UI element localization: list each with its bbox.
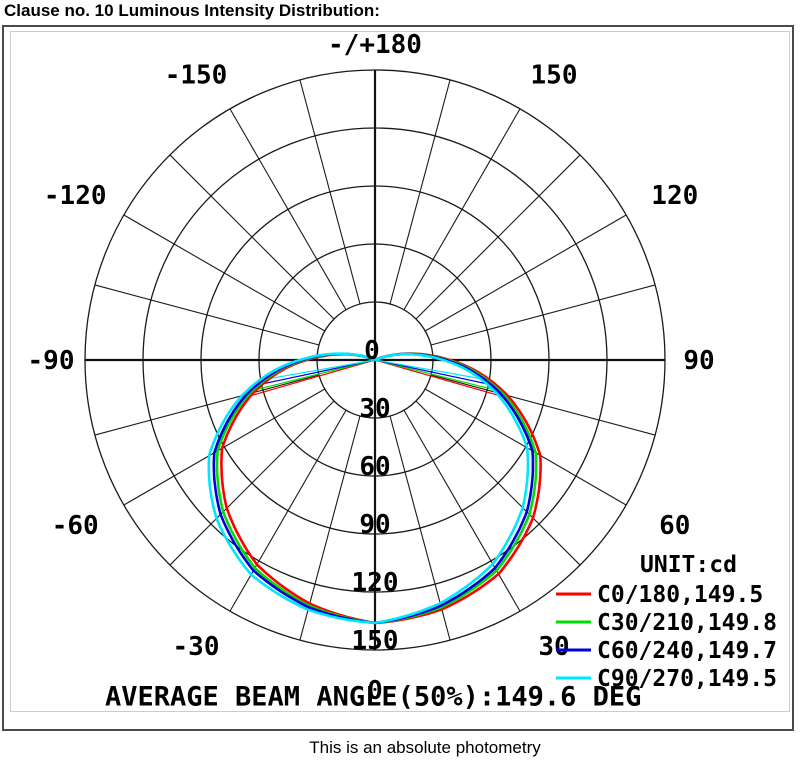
grid-spoke: [299, 79, 361, 305]
radial-label-120: 120: [352, 568, 399, 598]
grid-spoke: [94, 374, 320, 436]
grid-spoke: [415, 400, 581, 566]
series-tail-2: [256, 359, 376, 386]
series-tail-2: [374, 359, 491, 386]
legend-entry-1: C30/210,149.8: [597, 610, 777, 636]
grid-spoke: [430, 284, 656, 346]
grid-spoke: [123, 214, 326, 332]
angle-label--60: -60: [52, 511, 99, 541]
legend-unit-label: UNIT:cd: [640, 552, 737, 578]
grid-spoke: [123, 388, 326, 506]
angle-label--30: -30: [173, 632, 220, 662]
angle-label--120: -120: [44, 181, 107, 211]
average-beam-angle-label: AVERAGE BEAM ANGLE(50%):149.6 DEG: [105, 681, 641, 709]
angle-label--/+180: -/+180: [328, 32, 422, 60]
angle-label-150: 150: [531, 60, 578, 90]
angle-label-120: 120: [651, 181, 698, 211]
grid-spoke: [424, 214, 627, 332]
angle-label-30: 30: [538, 632, 569, 662]
page-title: Clause no. 10 Luminous Intensity Distrib…: [4, 1, 380, 20]
radial-label-0: 0: [364, 336, 380, 366]
angle-label--150: -150: [165, 60, 228, 90]
grid-spoke: [169, 400, 335, 566]
grid-spoke: [403, 108, 521, 311]
grid-spoke: [229, 409, 347, 612]
grid-spoke: [169, 154, 335, 320]
series-tail-3: [259, 359, 376, 382]
radial-label-90: 90: [359, 510, 390, 540]
grid-spoke: [415, 154, 581, 320]
chart-frame: -/+180 -150 150 -120 120 -90 90 -60 60 -30 30 0 0 30 6…: [2, 25, 794, 731]
grid-spoke: [430, 374, 656, 436]
angle-label-0: 0: [367, 676, 383, 706]
chart-canvas-area: -/+180 -150 150 -120 120 -90 90 -60 60 -30 30 0 0 30 6…: [10, 31, 790, 712]
grid-spoke: [403, 409, 521, 612]
series-tail-0: [250, 359, 376, 397]
angle-label-60: 60: [659, 511, 690, 541]
radial-label-150: 150: [352, 626, 399, 656]
series-tail-0: [374, 359, 511, 400]
angle-label-90: 90: [683, 346, 714, 376]
legend-entry-2: C60/240,149.7: [597, 638, 777, 664]
angle-label--90: -90: [28, 346, 75, 376]
polar-photometric-chart: -/+180 -150 150 -120 120 -90 90 -60 60 -30 30 0 0 30 6…: [28, 32, 778, 709]
series-curve-C90-270: [207, 352, 530, 625]
legend-entry-3: C90/270,149.5: [597, 666, 777, 692]
legend-entry-0: C0/180,149.5: [597, 582, 763, 608]
footer-note: This is an absolute photometry: [309, 738, 541, 757]
grid-spoke: [229, 108, 347, 311]
grid-spoke: [389, 79, 451, 305]
grid-spoke: [94, 284, 320, 346]
radial-label-60: 60: [359, 452, 390, 482]
series-tail-1: [252, 359, 376, 392]
series-tail-3: [374, 359, 481, 380]
series-tail-1: [374, 359, 501, 392]
radial-label-30: 30: [359, 394, 390, 424]
